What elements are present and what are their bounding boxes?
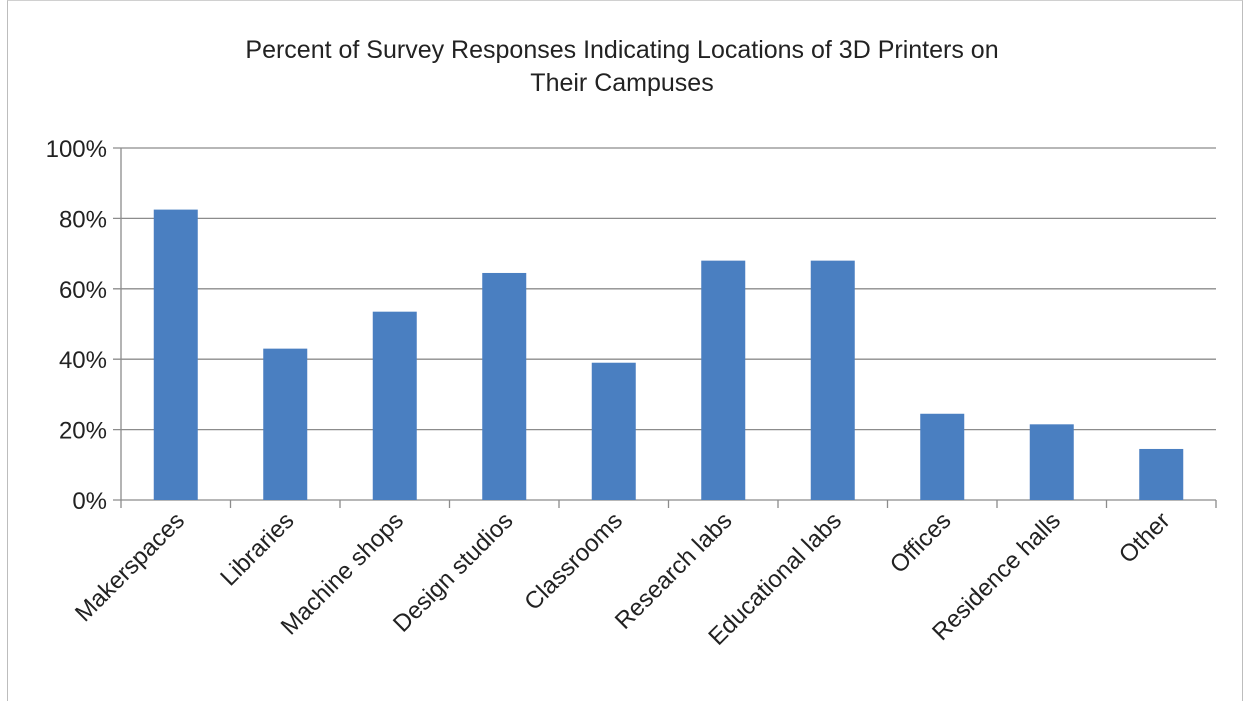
bar bbox=[591, 362, 636, 500]
y-tick-label: 0% bbox=[72, 488, 107, 515]
x-tick-label: Makerspaces bbox=[70, 507, 190, 627]
bar bbox=[372, 311, 417, 500]
y-tick-label: 60% bbox=[59, 277, 107, 304]
y-tick-label: 100% bbox=[46, 136, 107, 163]
chart-title-line2: Their Campuses bbox=[530, 69, 714, 97]
bar bbox=[263, 348, 308, 500]
x-tick-label: Classrooms bbox=[519, 507, 628, 616]
x-tick-label: Libraries bbox=[215, 507, 299, 591]
bar bbox=[1029, 424, 1074, 500]
chart-frame bbox=[7, 0, 1243, 701]
bar bbox=[482, 272, 527, 500]
chart-title-line1: Percent of Survey Responses Indicating L… bbox=[245, 36, 999, 64]
x-tick-label: Other bbox=[1114, 507, 1176, 569]
bar bbox=[153, 209, 198, 500]
y-tick-label: 40% bbox=[59, 347, 107, 374]
y-tick-label: 20% bbox=[59, 418, 107, 445]
bar bbox=[701, 260, 746, 500]
bar bbox=[920, 413, 965, 500]
x-tick-label: Offices bbox=[885, 507, 957, 579]
chart-title: Percent of Survey Responses Indicating L… bbox=[0, 34, 1244, 100]
bar bbox=[1139, 448, 1184, 500]
y-tick-label: 80% bbox=[59, 206, 107, 233]
bar bbox=[810, 260, 855, 500]
